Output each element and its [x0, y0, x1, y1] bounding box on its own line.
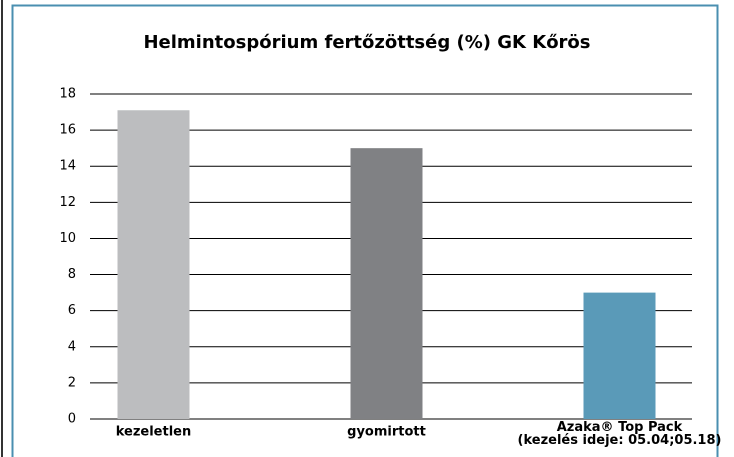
y-tick-label: 18 — [59, 87, 76, 102]
y-tick-label: 6 — [68, 303, 76, 318]
y-tick-label: 12 — [59, 195, 76, 210]
x-tick-label: Azaka® Top Pack (kezelés ideje: 05.04;05.… — [518, 420, 722, 448]
y-tick-label: 8 — [68, 267, 76, 282]
y-tick-label: 10 — [59, 231, 76, 246]
chart-title: Helmintospórium fertőzöttség (%) GK Kőrö… — [143, 32, 590, 53]
bar — [583, 292, 656, 419]
y-tick-label: 4 — [68, 339, 76, 354]
x-tick-label: kezeletlen — [116, 425, 192, 440]
bar — [350, 148, 423, 419]
y-tick-label: 2 — [68, 375, 76, 390]
y-tick-label: 0 — [68, 412, 76, 427]
y-tick-label: 14 — [59, 159, 76, 174]
x-tick-label: gyomirtott — [347, 425, 426, 440]
y-tick-label: 16 — [59, 123, 76, 138]
bar — [117, 110, 190, 419]
